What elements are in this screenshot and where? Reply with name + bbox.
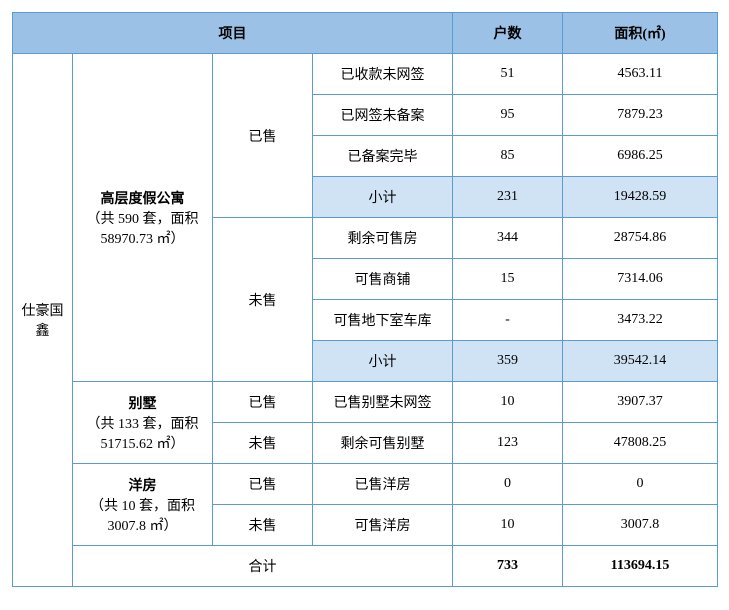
apartment-sold-label: 已售	[213, 54, 313, 218]
cell-name: 已售别墅未网签	[313, 382, 453, 423]
cell-area: 7879.23	[563, 95, 718, 136]
table-row: 别墅 （共 133 套，面积51715.62 ㎡） 已售 已售别墅未网签 10 …	[13, 382, 718, 423]
cell-area: 28754.86	[563, 218, 718, 259]
cell-area: 4563.11	[563, 54, 718, 95]
house-unsold-label: 未售	[213, 505, 313, 546]
villa-title-cell: 别墅 （共 133 套，面积51715.62 ㎡）	[73, 382, 213, 464]
apartment-title-cell: 高层度假公寓 （共 590 套，面积58970.73 ㎡）	[73, 54, 213, 382]
cell-area: 6986.25	[563, 136, 718, 177]
header-row: 项目 户数 面积(㎡)	[13, 13, 718, 54]
subtotal-name: 小计	[313, 341, 453, 382]
cell-area: 7314.06	[563, 259, 718, 300]
subtotal-name: 小计	[313, 177, 453, 218]
company-cell: 仕豪国鑫	[13, 54, 73, 587]
cell-count: 10	[453, 382, 563, 423]
table-row: 洋房 （共 10 套，面积3007.8 ㎡） 已售 已售洋房 0 0	[13, 464, 718, 505]
total-row: 合计 733 113694.15	[13, 546, 718, 587]
cell-count: 15	[453, 259, 563, 300]
cell-name: 可售洋房	[313, 505, 453, 546]
cell-area: 47808.25	[563, 423, 718, 464]
cell-name: 剩余可售别墅	[313, 423, 453, 464]
cell-count: 85	[453, 136, 563, 177]
table-row: 仕豪国鑫 高层度假公寓 （共 590 套，面积58970.73 ㎡） 已售 已收…	[13, 54, 718, 95]
total-area: 113694.15	[563, 546, 718, 587]
cell-name: 可售商铺	[313, 259, 453, 300]
total-label: 合计	[73, 546, 453, 587]
cell-count: 0	[453, 464, 563, 505]
apartment-unsold-label: 未售	[213, 218, 313, 382]
villa-unsold-label: 未售	[213, 423, 313, 464]
cell-name: 已售洋房	[313, 464, 453, 505]
property-table: 项目 户数 面积(㎡) 仕豪国鑫 高层度假公寓 （共 590 套，面积58970…	[12, 12, 718, 587]
cell-count: 51	[453, 54, 563, 95]
cell-count: 344	[453, 218, 563, 259]
subtotal-count: 359	[453, 341, 563, 382]
cell-area: 3007.8	[563, 505, 718, 546]
cell-name: 剩余可售房	[313, 218, 453, 259]
cell-area: 3907.37	[563, 382, 718, 423]
cell-area: 0	[563, 464, 718, 505]
villa-subtitle: （共 133 套，面积51715.62 ㎡）	[87, 417, 199, 452]
apartment-subtitle: （共 590 套，面积58970.73 ㎡）	[87, 212, 199, 247]
cell-count: 95	[453, 95, 563, 136]
cell-name: 已收款未网签	[313, 54, 453, 95]
cell-name: 已备案完毕	[313, 136, 453, 177]
cell-name: 可售地下室车库	[313, 300, 453, 341]
cell-name: 已网签未备案	[313, 95, 453, 136]
total-count: 733	[453, 546, 563, 587]
header-project: 项目	[13, 13, 453, 54]
cell-count: -	[453, 300, 563, 341]
house-title-cell: 洋房 （共 10 套，面积3007.8 ㎡）	[73, 464, 213, 546]
cell-count: 123	[453, 423, 563, 464]
villa-sold-label: 已售	[213, 382, 313, 423]
house-subtitle: （共 10 套，面积3007.8 ㎡）	[90, 499, 195, 534]
apartment-title: 高层度假公寓	[101, 192, 185, 207]
subtotal-area: 39542.14	[563, 341, 718, 382]
cell-count: 10	[453, 505, 563, 546]
villa-title: 别墅	[129, 397, 157, 412]
subtotal-count: 231	[453, 177, 563, 218]
house-title: 洋房	[129, 479, 157, 494]
header-area: 面积(㎡)	[563, 13, 718, 54]
house-sold-label: 已售	[213, 464, 313, 505]
cell-area: 3473.22	[563, 300, 718, 341]
header-count: 户数	[453, 13, 563, 54]
subtotal-area: 19428.59	[563, 177, 718, 218]
